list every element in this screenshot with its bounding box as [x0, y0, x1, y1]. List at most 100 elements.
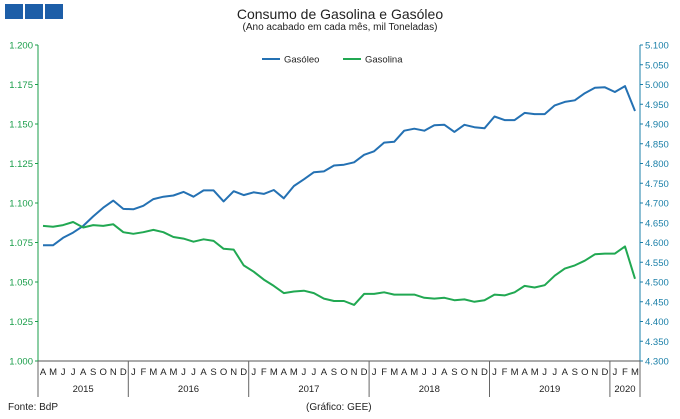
month-tick-label: D: [240, 367, 247, 378]
month-tick-label: A: [562, 367, 569, 378]
year-label: 2016: [178, 384, 199, 395]
left-tick-label: 1.100: [9, 199, 33, 210]
month-tick-label: N: [591, 367, 598, 378]
month-tick-label: A: [80, 367, 87, 378]
month-tick-label: A: [281, 367, 288, 378]
month-tick-label: M: [169, 367, 177, 378]
month-tick-label: N: [110, 367, 117, 378]
month-tick-label: A: [401, 367, 408, 378]
month-tick-label: M: [149, 367, 157, 378]
month-tick-label: A: [321, 367, 328, 378]
month-tick-label: J: [613, 367, 618, 378]
month-tick-label: D: [601, 367, 608, 378]
right-tick-label: 4.650: [645, 218, 669, 229]
month-tick-label: A: [441, 367, 448, 378]
month-tick-label: D: [120, 367, 127, 378]
month-tick-label: A: [200, 367, 207, 378]
month-tick-label: D: [361, 367, 368, 378]
brand-logo-block: [5, 4, 23, 19]
right-tick-label: 4.850: [645, 139, 669, 150]
month-tick-label: M: [49, 367, 57, 378]
month-tick-label: A: [521, 367, 528, 378]
right-tick-label: 4.600: [645, 238, 669, 249]
month-tick-label: O: [100, 367, 107, 378]
legend-label-gasolina: Gasolina: [365, 55, 403, 66]
year-label: 2019: [539, 384, 560, 395]
month-tick-label: N: [351, 367, 358, 378]
series-line-gasoleo: [43, 85, 636, 247]
right-tick-label: 4.450: [645, 297, 669, 308]
month-tick-label: J: [302, 367, 307, 378]
left-tick-label: 1.025: [9, 317, 33, 328]
right-tick-label: 4.800: [645, 159, 669, 170]
month-tick-label: F: [261, 367, 267, 378]
month-tick-label: J: [181, 367, 186, 378]
brand-logo-block: [45, 4, 63, 19]
month-tick-label: M: [290, 367, 298, 378]
month-tick-label: J: [61, 367, 66, 378]
chart-subtitle: (Ano acabado em cada mês, mil Toneladas): [242, 22, 438, 33]
month-tick-label: A: [160, 367, 167, 378]
month-tick-label: J: [131, 367, 136, 378]
right-tick-label: 4.350: [645, 337, 669, 348]
left-tick-label: 1.175: [9, 80, 33, 91]
month-tick-label: M: [531, 367, 539, 378]
left-tick-label: 1.200: [9, 41, 33, 52]
year-label: 2018: [419, 384, 440, 395]
right-tick-label: 4.550: [645, 258, 669, 269]
month-tick-label: S: [331, 367, 337, 378]
month-tick-label: O: [220, 367, 227, 378]
month-tick-label: M: [511, 367, 519, 378]
month-tick-label: N: [230, 367, 237, 378]
right-tick-label: 4.950: [645, 100, 669, 111]
month-tick-label: M: [390, 367, 398, 378]
month-tick-label: F: [381, 367, 387, 378]
month-tick-label: F: [140, 367, 146, 378]
month-tick-label: M: [631, 367, 639, 378]
month-tick-label: J: [71, 367, 76, 378]
right-tick-label: 4.500: [645, 278, 669, 289]
month-tick-label: J: [552, 367, 557, 378]
credit-note: (Gráfico: GEE): [306, 402, 372, 413]
left-tick-label: 1.125: [9, 159, 33, 170]
month-tick-label: M: [410, 367, 418, 378]
chart-title: Consumo de Gasolina e Gasóleo: [236, 6, 444, 22]
right-tick-label: 4.900: [645, 120, 669, 131]
month-tick-label: J: [191, 367, 196, 378]
month-tick-label: O: [461, 367, 468, 378]
right-tick-label: 5.100: [645, 41, 669, 52]
year-label: 2015: [73, 384, 94, 395]
month-tick-label: J: [312, 367, 317, 378]
left-tick-label: 1.075: [9, 238, 33, 249]
year-label: 2020: [614, 384, 635, 395]
right-tick-label: 5.050: [645, 60, 669, 71]
month-tick-label: J: [251, 367, 256, 378]
year-label: 2017: [298, 384, 319, 395]
month-tick-label: S: [90, 367, 96, 378]
brand-logo-block: [25, 4, 43, 19]
month-tick-label: J: [432, 367, 437, 378]
left-tick-label: 1.150: [9, 120, 33, 131]
month-tick-label: N: [471, 367, 478, 378]
month-tick-label: D: [481, 367, 488, 378]
month-tick-label: S: [572, 367, 578, 378]
legend-label-gasoleo: Gasóleo: [284, 55, 319, 66]
month-tick-label: O: [340, 367, 347, 378]
source-note: Fonte: BdP: [8, 402, 59, 413]
month-tick-label: S: [210, 367, 216, 378]
month-tick-label: O: [581, 367, 588, 378]
month-tick-label: A: [40, 367, 47, 378]
right-tick-label: 4.400: [645, 317, 669, 328]
left-tick-label: 1.000: [9, 357, 33, 368]
right-tick-label: 4.750: [645, 179, 669, 190]
month-tick-label: M: [270, 367, 278, 378]
month-tick-label: S: [451, 367, 457, 378]
right-tick-label: 4.300: [645, 357, 669, 368]
month-tick-label: F: [622, 367, 628, 378]
series-line-gasolina: [42, 221, 636, 306]
month-tick-label: J: [492, 367, 497, 378]
month-tick-label: J: [372, 367, 377, 378]
right-tick-label: 5.000: [645, 80, 669, 91]
month-tick-label: F: [502, 367, 508, 378]
